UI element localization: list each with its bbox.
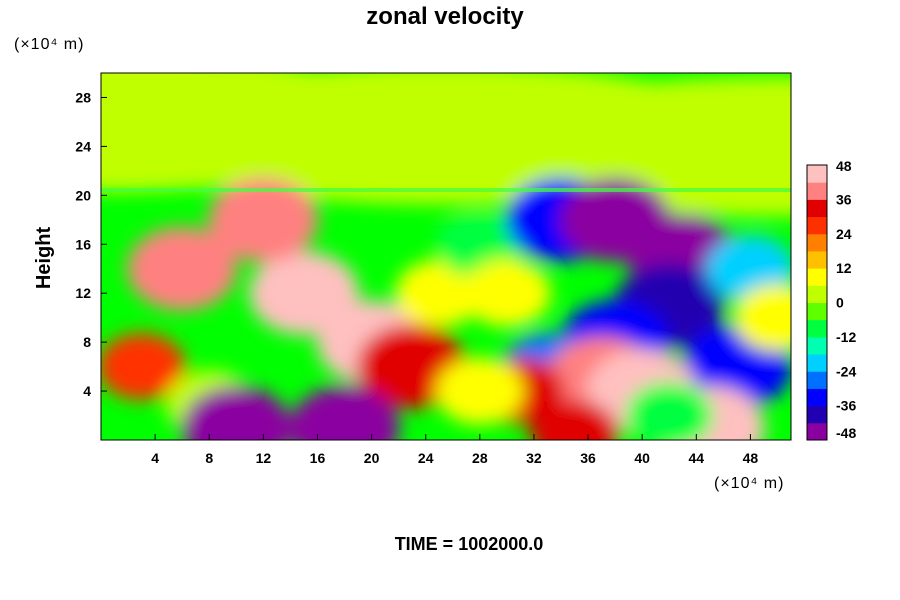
x-axis-unit: (×10⁴ m) (714, 475, 784, 492)
colorbar-tick-label: 24 (836, 226, 852, 242)
colorbar-tick-label: -24 (836, 363, 856, 379)
colorbar-frame (806, 164, 828, 441)
y-tick-label: 28 (75, 89, 91, 105)
x-tick-label: 24 (418, 450, 434, 466)
colorbar-segment (807, 336, 827, 355)
colorbar: 48 36 24 12 0 -12 -24 -36 -48 (806, 158, 856, 441)
colorbar-tick-label: -12 (836, 329, 856, 345)
colorbar-tick-label: 0 (836, 295, 844, 311)
time-label: TIME = 1002000.0 (395, 534, 544, 554)
x-tick-label: 4 (151, 450, 159, 466)
x-tick-label: 12 (256, 450, 272, 466)
velocity-field (101, 73, 791, 440)
y-axis: 4 8 12 16 20 24 28 (75, 89, 107, 399)
y-axis-label: Height (33, 227, 55, 290)
colorbar-segment (807, 285, 827, 303)
field-feature (395, 259, 484, 327)
x-tick-label: 28 (472, 450, 488, 466)
colorbar-segment (807, 233, 827, 252)
colorbar-tick-label: 48 (836, 158, 852, 174)
colorbar-segment (807, 371, 827, 389)
field-feature (289, 385, 400, 440)
colorbar-segment (807, 165, 827, 183)
colorbar-segment (807, 250, 827, 269)
field-feature (127, 226, 238, 311)
colorbar-segment (807, 182, 827, 200)
colorbar-tick-label: 12 (836, 260, 852, 276)
colorbar-segment (807, 405, 827, 424)
y-tick-label: 20 (75, 187, 91, 203)
boundary-layer-band (101, 187, 791, 192)
colorbar-segment (807, 422, 827, 441)
y-axis-unit: (×10⁴ m) (14, 36, 84, 53)
x-axis: 4 8 12 16 20 24 28 32 36 40 44 48 (151, 434, 758, 466)
x-tick-label: 48 (743, 450, 759, 466)
colorbar-segment (807, 354, 827, 372)
x-tick-label: 16 (310, 450, 326, 466)
field-feature (733, 284, 791, 352)
field-feature (208, 177, 319, 262)
x-tick-label: 44 (689, 450, 705, 466)
x-tick-label: 40 (634, 450, 650, 466)
x-tick-label: 36 (580, 450, 596, 466)
colorbar-tick-label: -36 (836, 398, 856, 414)
plot-frame (100, 72, 792, 441)
y-tick-label: 12 (75, 285, 91, 301)
y-tick-label: 24 (75, 138, 91, 154)
colorbar-tick-label: -48 (836, 425, 856, 441)
y-tick-label: 16 (75, 236, 91, 252)
y-tick-label: 4 (83, 383, 91, 399)
field-feature (625, 381, 714, 440)
x-tick-label: 32 (526, 450, 542, 466)
field-feature (435, 357, 524, 425)
field-feature (101, 333, 186, 401)
colorbar-segment (807, 319, 827, 338)
colorbar-segment (807, 268, 827, 286)
colorbar-segment (807, 216, 827, 235)
field-feature (462, 259, 551, 327)
plot-area (101, 73, 791, 440)
field-feature (530, 400, 619, 440)
chart-title: zonal velocity (366, 3, 524, 30)
colorbar-tick-label: 36 (836, 191, 852, 207)
y-tick-label: 8 (83, 334, 91, 350)
colorbar-segment (807, 302, 827, 321)
colorbar-segment (807, 388, 827, 407)
x-tick-label: 8 (205, 450, 213, 466)
band-line (101, 187, 791, 192)
colorbar-segment (807, 199, 827, 218)
field-feature (181, 385, 292, 440)
x-tick-label: 20 (364, 450, 380, 466)
